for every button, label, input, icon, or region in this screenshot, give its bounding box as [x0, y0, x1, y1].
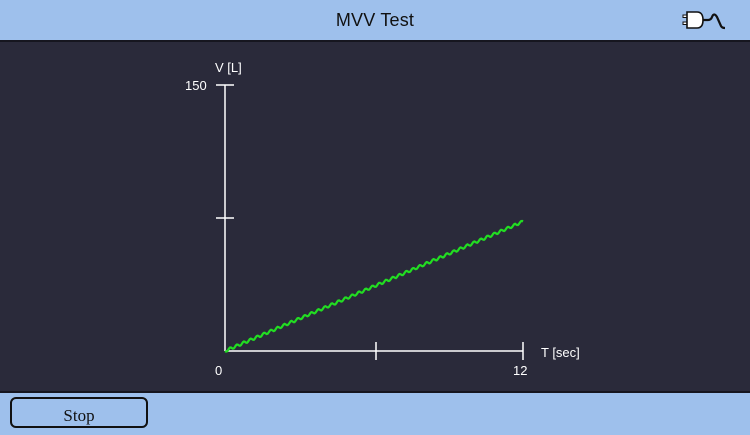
- x-tick-label-min: 0: [215, 363, 222, 378]
- plug-icon: [682, 11, 726, 30]
- y-tick-label-max: 150: [185, 78, 207, 93]
- bottom-bar: Stop: [0, 391, 750, 435]
- x-tick-label-max: 12: [513, 363, 527, 378]
- page-title: MVV Test: [335, 10, 415, 30]
- x-axis-label: T [sec]: [541, 345, 580, 360]
- stop-button[interactable]: Stop: [10, 397, 148, 428]
- chart-area: V [L] 150 0 12 T [sec]: [0, 42, 750, 391]
- chart: V [L] 150 0 12 T [sec]: [185, 60, 580, 378]
- y-axis-label: V [L]: [215, 60, 242, 75]
- title-bar: MVV Test: [0, 0, 750, 42]
- volume-trace: [224, 219, 524, 353]
